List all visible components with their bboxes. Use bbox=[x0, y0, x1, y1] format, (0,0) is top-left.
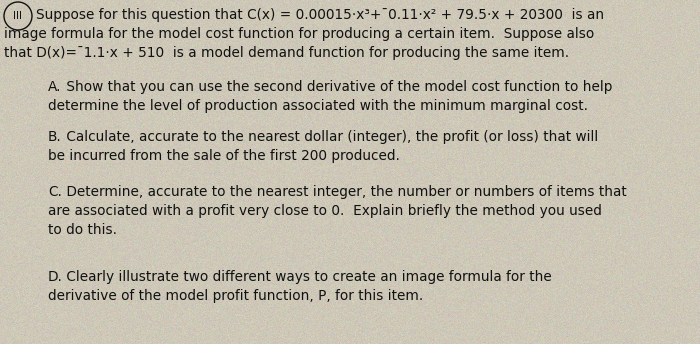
Text: to do this.: to do this. bbox=[48, 223, 117, 237]
Text: be incurred from the sale of the first 200 produced.: be incurred from the sale of the first 2… bbox=[48, 149, 400, 163]
Text: Show that you can use the second derivative of the model cost function to help: Show that you can use the second derivat… bbox=[62, 80, 612, 94]
Text: III: III bbox=[13, 11, 22, 21]
Text: Clearly illustrate two different ways to create an image formula for the: Clearly illustrate two different ways to… bbox=[62, 270, 552, 284]
Text: Suppose for this question that C(x) = 0.00015·x³+¯0.11·x² + 79.5·x + 20300  is a: Suppose for this question that C(x) = 0.… bbox=[36, 8, 604, 22]
Text: Determine, accurate to the nearest integer, the number or numbers of items that: Determine, accurate to the nearest integ… bbox=[62, 185, 626, 199]
Text: derivative of the model profit function, P, for this item.: derivative of the model profit function,… bbox=[48, 289, 424, 303]
Text: determine the level of production associated with the minimum marginal cost.: determine the level of production associ… bbox=[48, 99, 588, 113]
Text: that D(x)=¯1.1·x + 510  is a model demand function for producing the same item.: that D(x)=¯1.1·x + 510 is a model demand… bbox=[4, 46, 569, 60]
Text: D.: D. bbox=[48, 270, 63, 284]
Text: C.: C. bbox=[48, 185, 62, 199]
Text: are associated with a profit very close to 0.  Explain briefly the method you us: are associated with a profit very close … bbox=[48, 204, 602, 218]
Text: image formula for the model cost function for producing a certain item.  Suppose: image formula for the model cost functio… bbox=[4, 27, 594, 41]
Text: Calculate, accurate to the nearest dollar (integer), the profit (or loss) that w: Calculate, accurate to the nearest dolla… bbox=[62, 130, 598, 144]
Text: B.: B. bbox=[48, 130, 62, 144]
Text: A.: A. bbox=[48, 80, 62, 94]
